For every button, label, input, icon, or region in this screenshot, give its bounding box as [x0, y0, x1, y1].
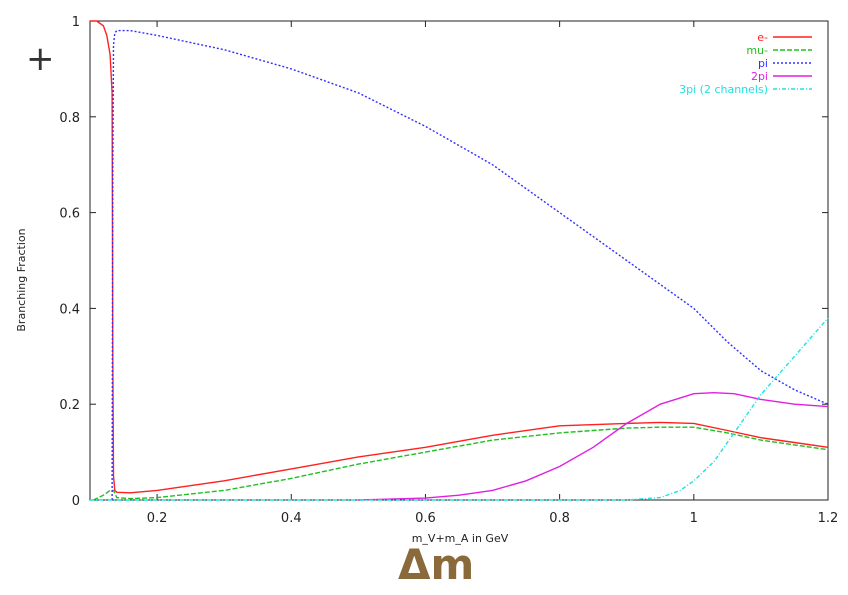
- series-line-2: [111, 29, 829, 501]
- legend-label-1: mu-: [746, 44, 768, 57]
- corner-plus-mark: +: [26, 39, 55, 79]
- legend-label-3: 2pi: [751, 70, 768, 83]
- series-line-1: [93, 426, 829, 501]
- y-tick-label: 0.4: [59, 302, 80, 317]
- x-tick-label: 0.6: [415, 511, 436, 526]
- y-tick-label: 0.6: [59, 207, 80, 222]
- y-tick-label: 0: [72, 494, 80, 509]
- legend-label-0: e-: [757, 31, 768, 44]
- series-line-4: [90, 317, 829, 501]
- x-tick-label: 1.2: [818, 511, 839, 526]
- x-tick-label: 0.4: [281, 511, 302, 526]
- y-tick-label: 0.2: [59, 398, 80, 413]
- legend-label-4: 3pi (2 channels): [679, 83, 768, 96]
- series-line-3: [358, 391, 829, 501]
- y-axis-label: Branching Fraction: [15, 228, 28, 331]
- x-tick-label: 0.8: [549, 511, 570, 526]
- y-tick-label: 1: [72, 15, 80, 30]
- x-tick-label: 0.2: [147, 511, 168, 526]
- legend-label-2: pi: [758, 57, 768, 70]
- x-tick-label: 1: [690, 511, 698, 526]
- y-tick-label: 0.8: [59, 111, 80, 126]
- x-axis-label: m_V+m_A in GeV: [412, 532, 509, 545]
- series-line-0: [90, 20, 829, 494]
- delta-m-annotation: Δm: [398, 540, 475, 589]
